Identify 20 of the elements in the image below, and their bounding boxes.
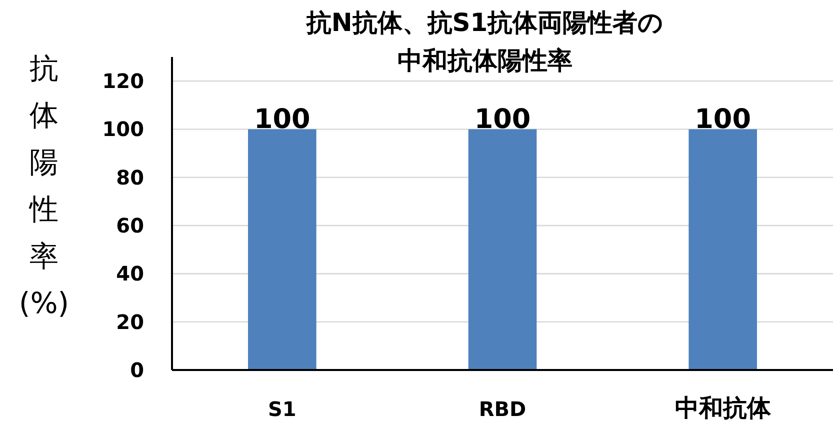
xtick: S1 [268, 397, 296, 421]
ytick: 80 [116, 165, 144, 190]
ylabel: 率 [30, 239, 58, 273]
ytick: 40 [116, 262, 144, 286]
ytick: 120 [102, 69, 144, 94]
ytick: 100 [102, 117, 144, 142]
ytick: 60 [116, 214, 144, 238]
data-label: 100 [694, 104, 752, 136]
ylabel: 抗 [30, 51, 58, 85]
data-label: 100 [474, 104, 531, 136]
ylabel: 陽 [30, 145, 58, 179]
data-label: 100 [254, 104, 310, 136]
title: 抗N抗体、抗S1抗体両陽性者の中和抗体陽性率 [306, 8, 664, 75]
ylabel: (%) [18, 286, 70, 320]
ylabel: 性 [30, 192, 58, 226]
ytick: 0 [130, 358, 144, 382]
xtick: 中和抗体 [674, 394, 771, 422]
ytick: 20 [116, 310, 144, 334]
ylabel: 体 [30, 98, 58, 132]
xtick: RBD [478, 397, 526, 421]
